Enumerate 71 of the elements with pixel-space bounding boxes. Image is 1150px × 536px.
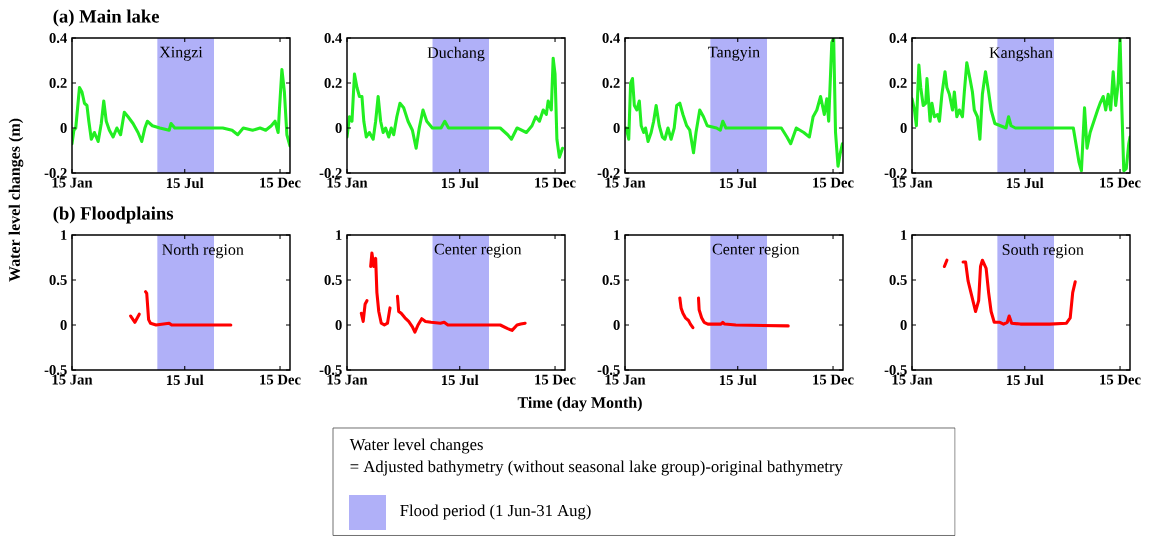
x-tick-label: 15 Jan	[327, 374, 368, 385]
y-tick-label: 0	[613, 123, 620, 133]
text: South region	[1002, 243, 1084, 259]
y-tick-label: 0	[613, 320, 620, 330]
text: = Adjusted bathymetry (without seasonal lake group)-original bathymetry	[350, 460, 843, 476]
y-axis-title: Water level changes (m)	[8, 118, 24, 282]
y-tick-label: 0.5	[602, 275, 620, 285]
y-tick-label: 0.5	[49, 275, 67, 285]
y-tick-label: 1	[336, 230, 342, 240]
y-tick-label: 0	[60, 320, 67, 330]
y-tick-label: -0.2	[884, 168, 907, 178]
chart-subtitle: Xingzi	[159, 46, 203, 61]
y-tick-label: -0.5	[319, 365, 342, 375]
x-tick-label: 15 Dec	[260, 374, 301, 385]
chart-subtitle: Center region	[712, 243, 800, 258]
y-tick-label: -0.5	[44, 365, 67, 375]
x-tick-label: 15 Dec	[535, 177, 576, 188]
x-tick-label: 15 Jul	[441, 177, 479, 189]
y-tick-label: 0	[900, 123, 907, 133]
y-tick-label: 0.4	[889, 33, 908, 43]
y-tick-label: -0.5	[597, 365, 620, 375]
x-tick-label: 15 Jul	[1006, 177, 1044, 189]
text: North region	[162, 243, 244, 259]
y-tick-label: 0.4	[602, 33, 621, 43]
y-tick-label: 0.5	[889, 275, 907, 285]
x-tick-label: 15 Dec	[1100, 374, 1141, 385]
x-tick-label: 15 Dec	[535, 374, 576, 385]
legend-label: Flood period (1 Jun-31 Aug)	[400, 504, 591, 520]
x-axis-title: Time (day Month)	[517, 396, 642, 412]
y-tick-label: 1	[614, 230, 620, 240]
chart-subtitle: Center region	[434, 243, 522, 258]
x-tick-label: 15 Jan	[892, 374, 933, 385]
y-tick-label: -0.2	[44, 168, 67, 178]
x-tick-label: 15 Jul	[719, 177, 757, 189]
y-tick-label: 0.2	[889, 78, 907, 88]
text: Duchang	[427, 46, 485, 62]
x-tick-label: 15 Dec	[813, 177, 854, 188]
y-tick-label: 0.5	[324, 275, 342, 285]
x-tick-label: 15 Dec	[813, 374, 854, 385]
x-tick-label: 15 Jan	[52, 177, 93, 188]
chart-subtitle: Tangyin	[708, 46, 760, 61]
x-tick-label: 15 Jan	[605, 177, 646, 188]
y-tick-label: 0.4	[324, 33, 343, 43]
text: Water level changes	[349, 438, 483, 454]
x-tick-label: 15 Jul	[441, 374, 479, 386]
y-tick-label: 0	[60, 123, 67, 133]
text: Kangshan	[989, 46, 1053, 62]
y-tick-label: 0.4	[49, 33, 67, 43]
y-tick-label: -0.5	[884, 365, 907, 375]
y-tick-label: 0.2	[602, 78, 620, 88]
y-tick-label: 0.2	[324, 78, 342, 88]
x-tick-label: 15 Jan	[327, 177, 368, 188]
chart-title: (b) Floodplains	[53, 206, 174, 224]
x-tick-label: 15 Jul	[719, 374, 757, 386]
y-tick-label: 0.2	[49, 78, 67, 88]
x-tick-label: 15 Jul	[166, 374, 204, 386]
x-tick-label: 15 Jul	[166, 177, 204, 189]
x-tick-label: 15 Jan	[52, 374, 93, 385]
y-tick-label: 1	[901, 230, 907, 240]
y-tick-label: 1	[61, 230, 67, 240]
y-tick-label: 0	[335, 123, 342, 133]
x-tick-label: 15 Dec	[1100, 177, 1141, 188]
y-tick-label: -0.2	[319, 168, 342, 178]
y-tick-label: 0	[900, 320, 907, 330]
x-tick-label: 15 Dec	[260, 177, 301, 188]
chart-title: (a) Main lake	[53, 9, 160, 27]
x-tick-label: 15 Jan	[892, 177, 933, 188]
x-tick-label: 15 Jul	[1006, 374, 1044, 386]
y-tick-label: -0.2	[597, 168, 620, 178]
x-tick-label: 15 Jan	[605, 374, 646, 385]
y-tick-label: 0	[335, 320, 342, 330]
